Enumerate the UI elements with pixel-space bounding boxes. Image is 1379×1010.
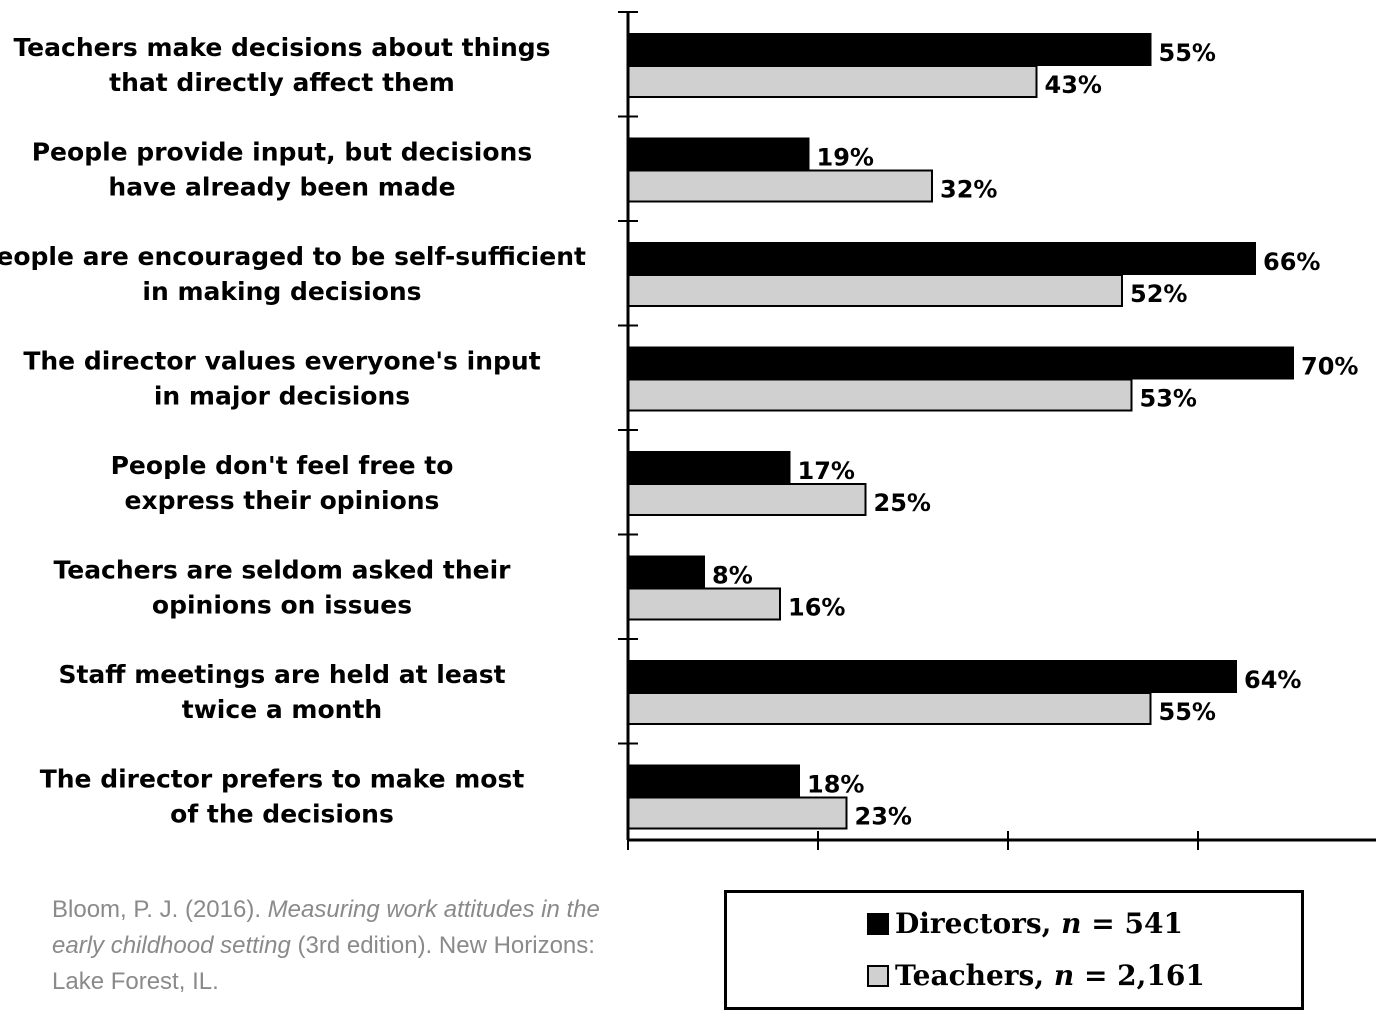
category-label-1: People provide input, but decisions have … <box>32 138 533 202</box>
category-label-line: People provide input, but decisions <box>32 138 533 167</box>
category-label-line: People are encouraged to be self-suffici… <box>0 242 586 271</box>
bar-directors-3 <box>627 346 1294 380</box>
bar-directors-6 <box>627 660 1237 693</box>
category-label-7: The director prefers to make most of the … <box>40 765 525 829</box>
legend-n-value-directors: = 541 <box>1091 907 1183 940</box>
legend-n-value-teachers: = 2,161 <box>1083 959 1205 992</box>
category-label-line: that directly affect them <box>109 68 455 97</box>
data-label-teachers-7: 23% <box>855 803 912 831</box>
data-label-directors-1: 19% <box>817 144 874 172</box>
bar-directors-1 <box>627 137 810 171</box>
bar-teachers-3 <box>627 378 1133 412</box>
category-label-3: The director values everyone's input in m… <box>23 347 540 411</box>
data-label-teachers-0: 43% <box>1045 71 1102 99</box>
category-label-line: Staff meetings are held at least <box>58 660 505 689</box>
category-label-4: People don't feel free to express their o… <box>111 451 454 515</box>
category-label-line: twice a month <box>182 695 382 724</box>
legend-label-teachers: Teachers, <box>895 959 1045 992</box>
data-label-directors-6: 64% <box>1244 666 1301 694</box>
legend-n-symbol-teachers: n <box>1053 959 1075 992</box>
category-label-2: People are encouraged to be self-suffici… <box>0 242 586 306</box>
citation-authors: Bloom, P. J. (2016). <box>52 896 268 923</box>
bar-teachers-1 <box>627 169 933 203</box>
data-label-directors-5: 8% <box>712 562 753 590</box>
legend-item-directors: Directors, n = 541 <box>867 907 1183 940</box>
category-label-line: The director prefers to make most <box>40 765 525 794</box>
labels-layer: 55% 43% Teachers make decisions about thin… <box>0 33 1358 831</box>
bar-teachers-2 <box>627 274 1123 307</box>
data-label-teachers-1: 32% <box>940 176 997 204</box>
legend-swatch-teachers <box>867 964 889 987</box>
bar-directors-5 <box>627 555 705 589</box>
legend-swatch-directors <box>867 912 889 935</box>
legend-item-teachers: Teachers, n = 2,161 <box>867 959 1205 992</box>
bar-directors-7 <box>627 764 800 798</box>
data-label-teachers-3: 53% <box>1140 385 1197 413</box>
bar-teachers-0 <box>627 65 1038 98</box>
category-label-line: express their opinions <box>125 486 440 515</box>
bar-teachers-6 <box>627 692 1152 725</box>
category-label-line: Teachers are seldom asked their <box>54 556 512 585</box>
bar-teachers-5 <box>627 587 781 621</box>
category-label-line: in making decisions <box>142 277 421 306</box>
citation-title: Measuring work attitudes in the early ch… <box>52 896 600 959</box>
data-label-teachers-4: 25% <box>874 489 931 517</box>
bar-directors-4 <box>627 451 791 484</box>
data-label-directors-0: 55% <box>1159 39 1216 67</box>
category-label-5: Teachers are seldom asked their opinions … <box>54 556 512 620</box>
bar-directors-0 <box>627 33 1152 66</box>
category-label-line: Teachers make decisions about things <box>13 33 550 62</box>
data-label-directors-4: 17% <box>798 457 855 485</box>
data-label-teachers-5: 16% <box>788 594 845 622</box>
data-label-teachers-2: 52% <box>1130 280 1187 308</box>
bars-layer <box>627 33 1294 830</box>
category-label-line: The director values everyone's input <box>23 347 540 376</box>
category-label-line: People don't feel free to <box>111 451 454 480</box>
data-label-directors-2: 66% <box>1263 248 1320 276</box>
category-label-line: opinions on issues <box>152 591 412 620</box>
category-label-0: Teachers make decisions about things that… <box>13 33 550 97</box>
data-label-teachers-6: 55% <box>1159 698 1216 726</box>
category-label-line: of the decisions <box>170 800 394 829</box>
data-label-directors-7: 18% <box>807 771 864 799</box>
bar-chart: 55% 43% Teachers make decisions about thin… <box>0 11 1376 850</box>
bar-teachers-7 <box>627 796 848 830</box>
bar-directors-2 <box>627 242 1256 275</box>
category-label-line: have already been made <box>108 173 455 202</box>
legend-label-directors: Directors, <box>895 907 1052 940</box>
category-label-line: in major decisions <box>154 382 410 411</box>
data-label-directors-3: 70% <box>1301 353 1358 381</box>
legend: Directors, n = 541 Teachers, n = 2,161 <box>724 890 1304 1010</box>
citation: Bloom, P. J. (2016). Measuring work atti… <box>52 892 652 1000</box>
legend-n-symbol-directors: n <box>1061 907 1082 940</box>
category-label-6: Staff meetings are held at least twice a … <box>58 660 505 724</box>
axis-layer <box>618 11 1376 850</box>
citation-details: (3rd edition). New Horizons: Lake Forest… <box>52 932 595 995</box>
bar-teachers-4 <box>627 483 867 516</box>
